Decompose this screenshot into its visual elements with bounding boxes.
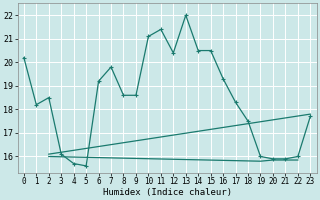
X-axis label: Humidex (Indice chaleur): Humidex (Indice chaleur) — [103, 188, 232, 197]
